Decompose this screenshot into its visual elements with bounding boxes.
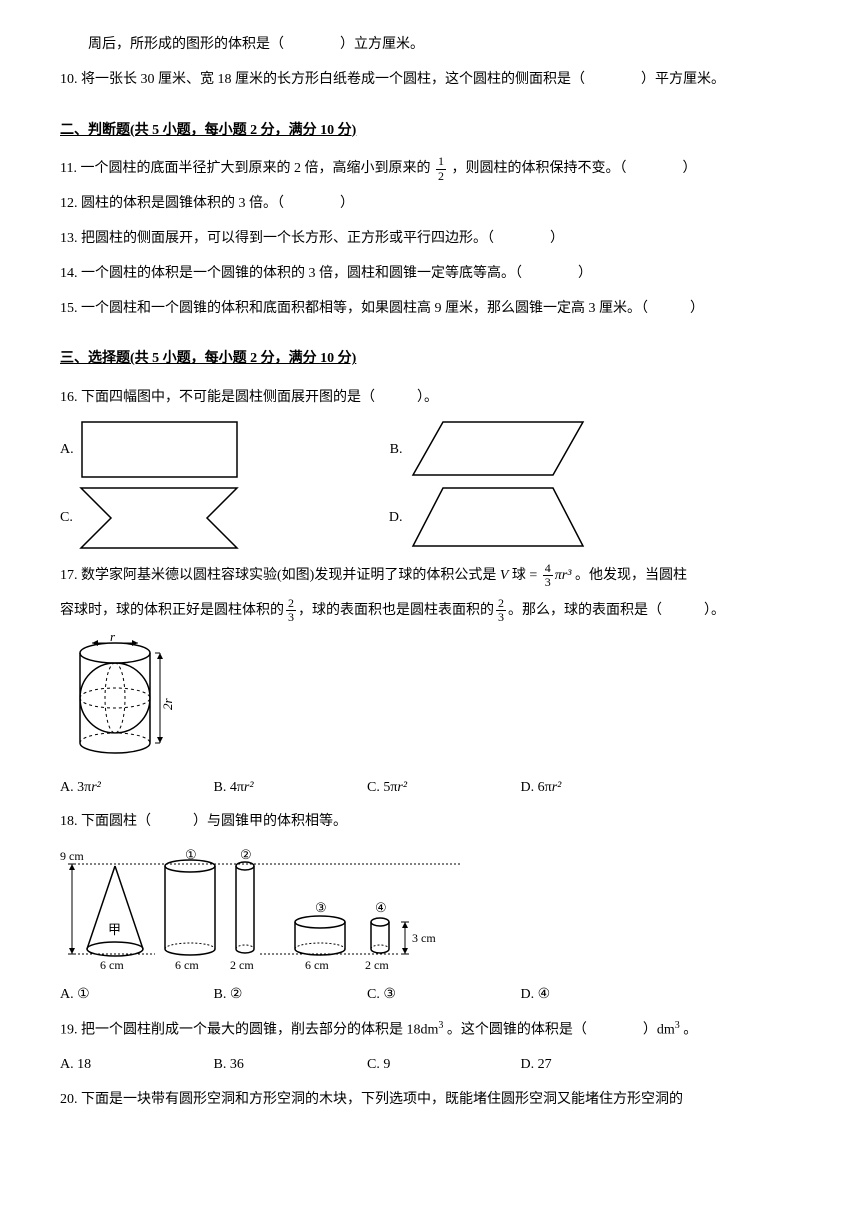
shape-notched xyxy=(79,486,239,551)
q19-text-b: 。这个圆锥的体积是（ ）dm xyxy=(447,1023,675,1038)
opt-d-text: D. 6π xyxy=(521,780,552,795)
shape-rectangle xyxy=(80,420,240,480)
q18-opt-d: D. ④ xyxy=(521,980,671,1011)
opt-b-text: B. 4π xyxy=(214,780,244,795)
q17-text-f: 。那么，球的表面积是（ ）。 xyxy=(508,603,725,618)
q17-text-a: 17. 数学家阿基米德以圆柱容球实验(如图)发现并证明了球的体积公式是 xyxy=(60,568,500,583)
cone-6cm: 6 cm xyxy=(100,958,124,972)
q17-opt-b: B. 4πr² xyxy=(214,773,364,804)
q17-options: A. 3πr² B. 4πr² C. 5πr² D. 6πr² xyxy=(60,773,800,804)
q11-text-b: ，则圆柱的体积保持不变。（ ） xyxy=(451,161,696,176)
q17-text-e: ，球的表面积也是圆柱表面积的 xyxy=(298,603,494,618)
question-20: 20. 下面是一块带有圆形空洞和方形空洞的木块，下列选项中，既能堵住圆形空洞又能… xyxy=(60,1085,800,1116)
opt-a-text: A. 3π xyxy=(60,780,91,795)
question-16: 16. 下面四幅图中，不可能是圆柱侧面展开图的是（ ）。 xyxy=(60,383,800,414)
question-17-line2: 容球时，球的体积正好是圆柱体积的 2 3 ，球的表面积也是圆柱表面积的 2 3 … xyxy=(60,596,800,627)
fraction-den: 3 xyxy=(543,576,553,589)
sup3b: 3 xyxy=(675,1020,680,1031)
option-d-label: D. xyxy=(389,503,403,534)
question-15: 15. 一个圆柱和一个圆锥的体积和底面积都相等，如果圆柱高 9 厘米，那么圆锥一… xyxy=(60,294,800,325)
r2: r² xyxy=(552,780,562,795)
question-10: 10. 将一张长 30 厘米、宽 18 厘米的长方形白纸卷成一个圆柱，这个圆柱的… xyxy=(60,65,800,96)
q17-ball: 球 = xyxy=(512,568,541,583)
q16-row-1: A. B. xyxy=(60,420,800,480)
opt-c-text: C. 5π xyxy=(367,780,397,795)
question-11: 11. 一个圆柱的底面半径扩大到原来的 2 倍，高缩小到原来的 1 2 ，则圆柱… xyxy=(60,154,800,185)
fraction-num: 2 xyxy=(286,597,296,611)
label-2r: 2r xyxy=(160,697,175,710)
q17-text-c: 。他发现，当圆柱 xyxy=(575,568,687,583)
option-a-label: A. xyxy=(60,435,74,466)
cone-label: 甲 xyxy=(108,922,121,937)
fraction-den: 2 xyxy=(436,170,446,183)
option-b-label: B. xyxy=(390,435,403,466)
q17-figure: r 2r xyxy=(60,635,800,765)
question-19: 19. 把一个圆柱削成一个最大的圆锥，削去部分的体积是 18dm3 。这个圆锥的… xyxy=(60,1015,800,1046)
shape-parallelogram xyxy=(408,420,588,480)
q17-opt-d: D. 6πr² xyxy=(521,773,671,804)
q19-text-c: 。 xyxy=(683,1023,697,1038)
fraction-4-3: 4 3 xyxy=(543,562,553,589)
question-14: 14. 一个圆柱的体积是一个圆锥的体积的 3 倍，圆柱和圆锥一定等底等高。（ ） xyxy=(60,259,800,290)
r2: r² xyxy=(244,780,254,795)
q16-row-2: C. D. xyxy=(60,486,800,551)
fraction-2-3a: 2 3 xyxy=(286,597,296,624)
label-3: ③ xyxy=(315,900,327,915)
q18-opt-a: A. ① xyxy=(60,980,210,1011)
section-3-title: 三、选择题(共 5 小题，每小题 2 分，满分 10 分) xyxy=(60,344,800,375)
cyl2-2cm: 2 cm xyxy=(230,958,254,972)
r2: r² xyxy=(91,780,101,795)
fraction-den: 3 xyxy=(496,611,506,624)
q19-text-a: 19. 把一个圆柱削成一个最大的圆锥，削去部分的体积是 18dm xyxy=(60,1023,438,1038)
q19-opt-d: D. 27 xyxy=(521,1050,671,1081)
label-9cm: 9 cm xyxy=(60,849,84,863)
q17-text-d: 容球时，球的体积正好是圆柱体积的 xyxy=(60,603,284,618)
fraction-num: 1 xyxy=(436,155,446,169)
question-13: 13. 把圆柱的侧面展开，可以得到一个长方形、正方形或平行四边形。（ ） xyxy=(60,224,800,255)
q18-options: A. ① B. ② C. ③ D. ④ xyxy=(60,980,800,1011)
question-12: 12. 圆柱的体积是圆锥体积的 3 倍。（ ） xyxy=(60,189,800,220)
fraction-1-2: 1 2 xyxy=(436,155,446,182)
pi-r3: πr³ xyxy=(555,568,572,583)
q19-opt-a: A. 18 xyxy=(60,1050,210,1081)
fraction-2-3b: 2 3 xyxy=(496,597,506,624)
fraction-num: 4 xyxy=(543,562,553,576)
r2: r² xyxy=(397,780,407,795)
q18-figure: 9 cm 甲 6 cm ① 6 cm ② 2 cm ③ 6 cm ④ xyxy=(60,844,800,974)
q19-options: A. 18 B. 36 C. 9 D. 27 xyxy=(60,1050,800,1081)
question-9-continued: 周后，所形成的图形的体积是（ ）立方厘米。 xyxy=(60,30,800,61)
fraction-den: 3 xyxy=(286,611,296,624)
q19-opt-b: B. 36 xyxy=(214,1050,364,1081)
shape-trapezoid xyxy=(408,486,588,551)
label-2: ② xyxy=(240,847,252,862)
q17-opt-a: A. 3πr² xyxy=(60,773,210,804)
cyl3-6cm: 6 cm xyxy=(305,958,329,972)
question-17: 17. 数学家阿基米德以圆柱容球实验(如图)发现并证明了球的体积公式是 V 球 … xyxy=(60,561,800,592)
fraction-num: 2 xyxy=(496,597,506,611)
q18-opt-c: C. ③ xyxy=(367,980,517,1011)
q9-text: 周后，所形成的图形的体积是（ ）立方厘米。 xyxy=(88,37,424,52)
q18-opt-b: B. ② xyxy=(214,980,364,1011)
question-18: 18. 下面圆柱（ ）与圆锥甲的体积相等。 xyxy=(60,807,800,838)
cyl4-2cm: 2 cm xyxy=(365,958,389,972)
label-3cm: 3 cm xyxy=(412,931,436,945)
label-4: ④ xyxy=(375,900,387,915)
q11-text-a: 11. 一个圆柱的底面半径扩大到原来的 2 倍，高缩小到原来的 xyxy=(60,161,434,176)
sup3: 3 xyxy=(438,1020,443,1031)
q19-opt-c: C. 9 xyxy=(367,1050,517,1081)
section-2-title: 二、判断题(共 5 小题，每小题 2 分，满分 10 分) xyxy=(60,116,800,147)
cyl1-6cm: 6 cm xyxy=(175,958,199,972)
q10-text: 10. 将一张长 30 厘米、宽 18 厘米的长方形白纸卷成一个圆柱，这个圆柱的… xyxy=(60,72,725,87)
option-c-label: C. xyxy=(60,503,73,534)
q17-v: V xyxy=(500,568,509,583)
q17-opt-c: C. 5πr² xyxy=(367,773,517,804)
